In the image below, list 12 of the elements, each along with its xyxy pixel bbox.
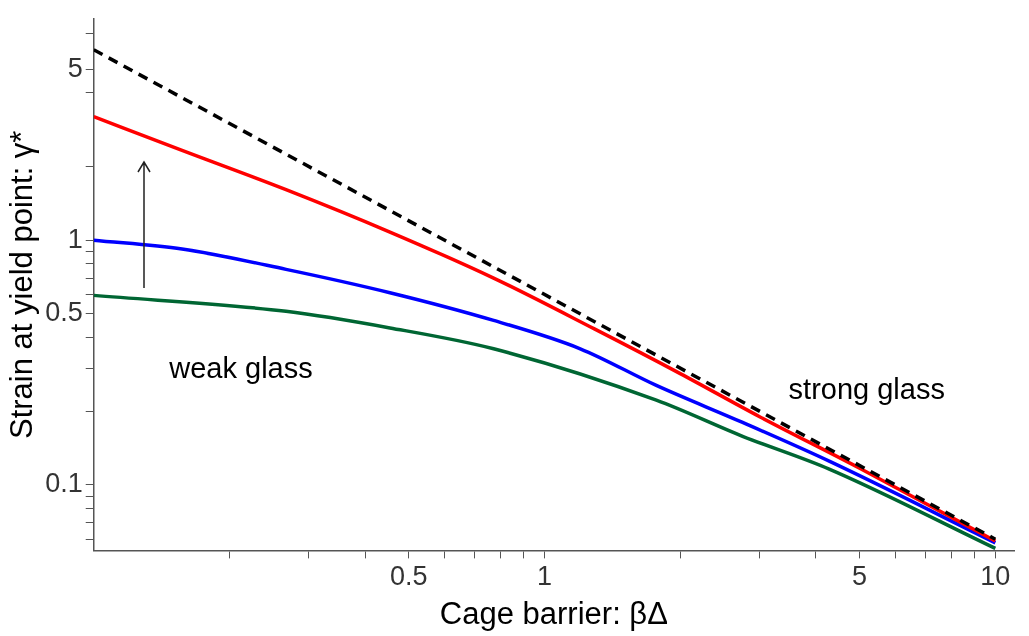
x-tick-label: 10: [980, 561, 1011, 592]
x-tick-label: 1: [537, 561, 553, 592]
y-tick-label: 0.1: [45, 468, 83, 499]
x-axis-title: Cage barrier: βΔ: [439, 595, 668, 631]
x-tick-label: 0.5: [390, 561, 428, 592]
y-axis-title: Strain at yield point: γ*: [4, 130, 40, 440]
annotation: strong glass: [788, 373, 945, 406]
y-tick-label: 5: [67, 52, 83, 83]
annotation: weak glass: [168, 351, 313, 384]
y-tick-label: 0.5: [45, 297, 83, 328]
y-tick-label: 1: [67, 223, 83, 254]
x-tick-label: 5: [852, 561, 868, 592]
